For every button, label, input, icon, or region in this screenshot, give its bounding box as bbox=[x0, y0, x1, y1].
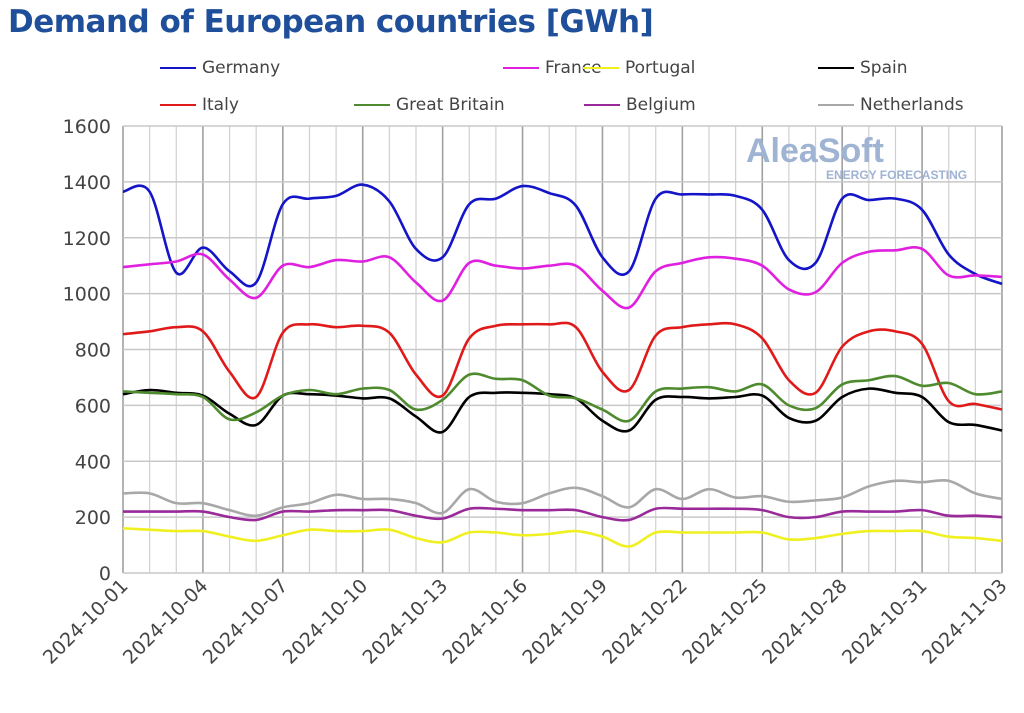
legend-item-netherlands: Netherlands bbox=[818, 95, 964, 115]
series-line-netherlands bbox=[122, 478, 1003, 518]
legend-swatch bbox=[160, 104, 196, 106]
legend-swatch bbox=[160, 67, 196, 69]
series-line-italy bbox=[122, 321, 1003, 411]
legend-swatch bbox=[818, 104, 854, 106]
legend-label: Spain bbox=[860, 58, 908, 78]
watermark-logo: AleaSoft ENERGY FORECASTING bbox=[746, 132, 967, 182]
legend-item-france: France bbox=[503, 58, 602, 78]
y-tick-label: 0 bbox=[99, 563, 111, 585]
series-line-belgium bbox=[123, 506, 1003, 522]
x-tick-label: 2024-10-16 bbox=[438, 575, 532, 669]
legend-label: Netherlands bbox=[860, 95, 964, 115]
legend-label: France bbox=[545, 58, 602, 78]
series-line-germany bbox=[122, 183, 1003, 288]
legend-swatch bbox=[818, 67, 854, 69]
y-tick-label: 800 bbox=[75, 340, 111, 362]
x-tick-label: 2024-10-13 bbox=[359, 575, 453, 669]
series-line-france bbox=[122, 246, 1003, 310]
legend-item-germany: Germany bbox=[160, 58, 280, 78]
series-line-great-britain bbox=[122, 372, 1003, 423]
x-tick-label: 2024-10-25 bbox=[678, 575, 772, 669]
watermark-brand: AleaSoft bbox=[746, 132, 884, 170]
series-line-spain bbox=[122, 387, 1003, 434]
legend-item-portugal: Portugal bbox=[583, 58, 695, 78]
legend-item-great-britain: Great Britain bbox=[354, 95, 505, 115]
y-tick-label: 1200 bbox=[63, 228, 111, 250]
x-tick-label: 2024-10-07 bbox=[199, 575, 293, 669]
y-tick-label: 1000 bbox=[63, 284, 111, 306]
legend-item-belgium: Belgium bbox=[584, 95, 696, 115]
legend-item-italy: Italy bbox=[160, 95, 239, 115]
x-tick-label: 2024-10-10 bbox=[279, 575, 373, 669]
x-tick-label: 2024-10-22 bbox=[598, 575, 692, 669]
legend-swatch bbox=[583, 67, 619, 69]
x-tick-label: 2024-10-01 bbox=[39, 575, 133, 669]
legend-label: Germany bbox=[202, 58, 281, 78]
y-tick-label: 1400 bbox=[63, 172, 111, 194]
legend-swatch bbox=[503, 67, 539, 69]
x-tick-label: 2024-10-04 bbox=[119, 575, 213, 669]
x-tick-label: 2024-11-03 bbox=[918, 575, 1012, 669]
legend-item-spain: Spain bbox=[818, 58, 908, 78]
x-tick-label: 2024-10-19 bbox=[518, 575, 612, 669]
x-tick-label: 2024-10-31 bbox=[838, 575, 932, 669]
y-tick-label: 400 bbox=[75, 451, 111, 473]
y-tick-label: 1600 bbox=[63, 116, 111, 138]
y-tick-label: 200 bbox=[75, 507, 111, 529]
y-tick-label: 600 bbox=[75, 395, 111, 417]
legend-swatch bbox=[584, 104, 620, 106]
watermark-tagline: ENERGY FORECASTING bbox=[826, 168, 968, 182]
chart-title: Demand of European countries [GWh] bbox=[8, 4, 654, 40]
x-tick-label: 2024-10-28 bbox=[758, 575, 852, 669]
legend-label: Great Britain bbox=[396, 95, 505, 115]
legend-label: Italy bbox=[202, 95, 239, 115]
legend-swatch bbox=[354, 104, 390, 106]
legend-label: Belgium bbox=[626, 95, 696, 115]
series-line-portugal bbox=[122, 527, 1003, 548]
legend-label: Portugal bbox=[625, 58, 696, 78]
